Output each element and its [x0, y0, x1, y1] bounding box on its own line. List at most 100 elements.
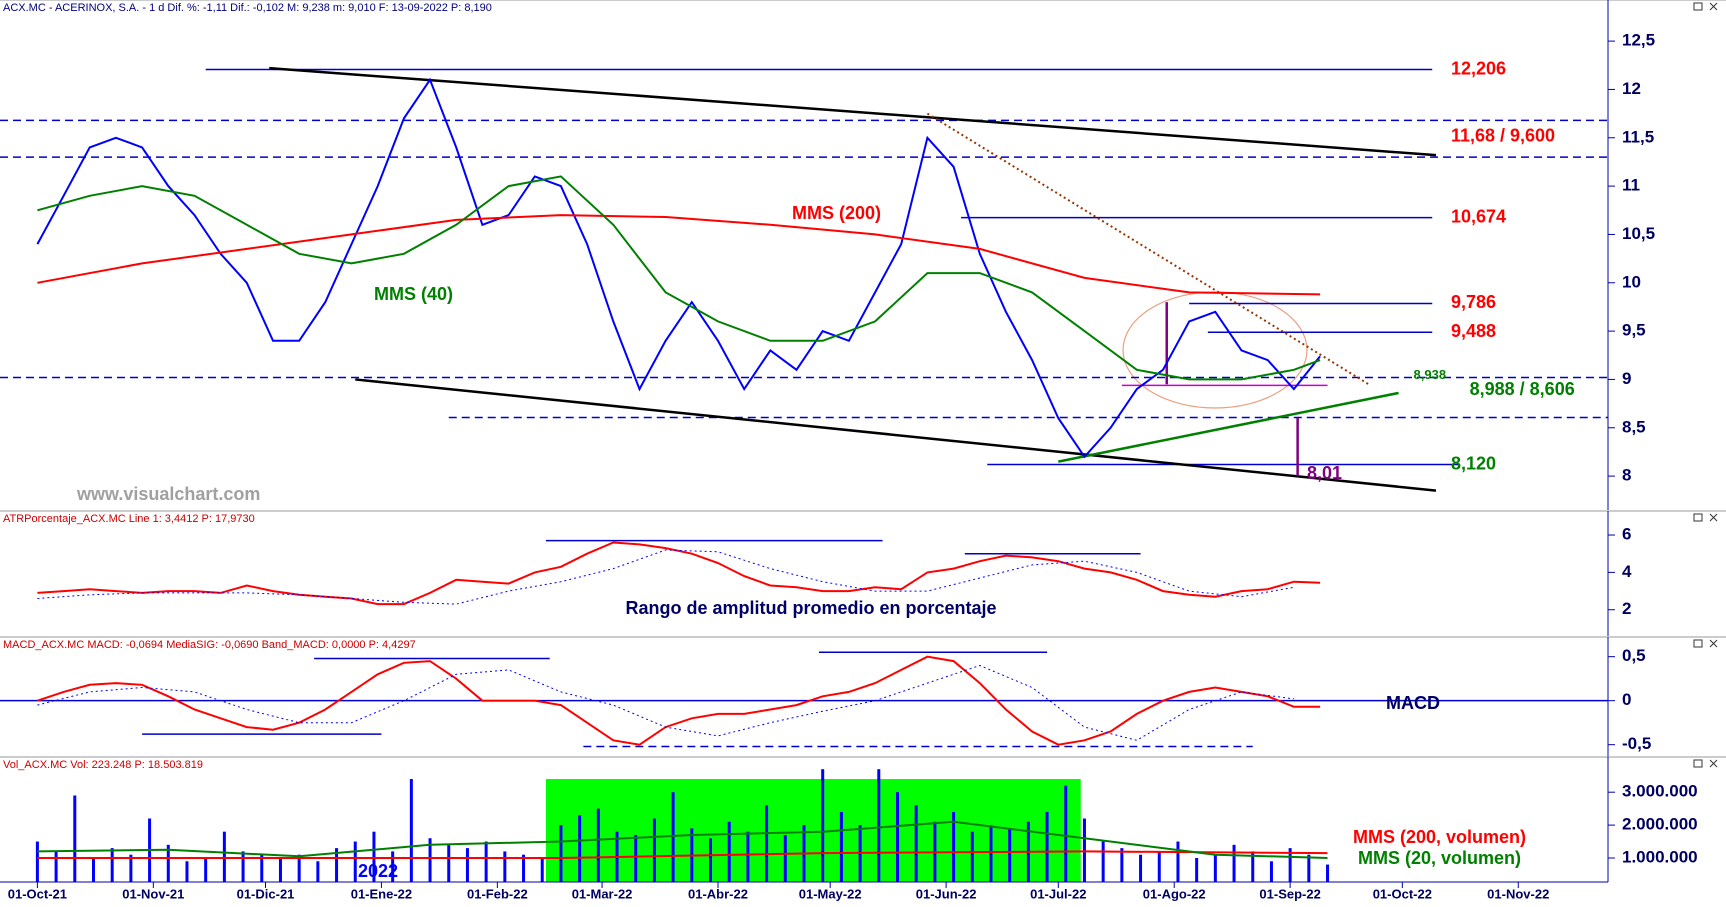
volume-bar — [1213, 854, 1217, 882]
volume-bar — [1307, 854, 1311, 882]
window-button — [1693, 639, 1703, 648]
volume-bar — [428, 838, 432, 882]
volume-bar — [91, 857, 95, 882]
y-tick-label: 2.000.000 — [1622, 815, 1698, 834]
volume-bar — [783, 834, 787, 882]
volume-bar — [1176, 841, 1180, 882]
volume-bar — [241, 851, 245, 882]
y-tick-label: 3.000.000 — [1622, 782, 1698, 801]
y-tick-label: 10,5 — [1622, 224, 1655, 243]
volume-bar — [54, 851, 58, 882]
window-button — [1709, 2, 1718, 11]
volume-bar — [166, 844, 170, 882]
volume-bar — [391, 851, 395, 882]
level-label: 8,120 — [1451, 453, 1496, 473]
y-tick-label: 9 — [1622, 369, 1631, 388]
x-tick-label: 01-Oct-22 — [1373, 886, 1432, 901]
header-bg — [0, 758, 219, 771]
volume-bar — [709, 838, 713, 882]
series-line — [37, 850, 1328, 859]
legend-entry: MMS (200, volumen) — [1353, 827, 1526, 847]
series-line — [36, 77, 1321, 459]
volume-bar — [652, 818, 656, 882]
header-bg — [0, 638, 420, 651]
volume-bar — [765, 805, 769, 882]
annotation: www.visualchart.com — [76, 484, 260, 504]
volume-bar — [746, 831, 750, 882]
header-bg — [0, 1, 583, 14]
volume-bar — [914, 805, 918, 882]
series-line — [37, 175, 1321, 381]
volume-bar — [1232, 844, 1236, 882]
series-line — [37, 664, 1294, 741]
volume-bar — [989, 825, 993, 882]
series-line — [37, 541, 1321, 606]
level-label: 11,68 / 9,600 — [1451, 126, 1555, 146]
x-tick-label: 01-Mar-22 — [572, 886, 633, 901]
volume-bar — [1195, 857, 1199, 882]
volume-bar — [634, 834, 638, 882]
y-tick-label: 11 — [1622, 176, 1640, 195]
volume-bar — [129, 854, 133, 882]
window-button — [1709, 639, 1718, 648]
volume-bar — [278, 857, 282, 882]
volume-bar — [578, 815, 582, 882]
highlight-box — [545, 779, 1081, 882]
y-tick-label: 10 — [1622, 272, 1641, 291]
x-tick-label: 01-May-22 — [799, 886, 862, 901]
volume-bar — [335, 848, 339, 882]
y-tick-label: 2 — [1622, 599, 1631, 618]
level-label: 9,488 — [1451, 321, 1496, 341]
x-tick-label: 01-Oct-21 — [8, 886, 67, 901]
volume-bar — [559, 825, 563, 882]
annotation: 2022 — [358, 861, 398, 881]
x-tick-label: 01-Ene-22 — [351, 886, 412, 901]
volume-bar — [1008, 828, 1012, 882]
y-tick-label: 6 — [1622, 525, 1631, 544]
y-tick-label: 0 — [1622, 690, 1631, 709]
window-button — [1693, 2, 1703, 11]
volume-bar — [895, 792, 899, 882]
y-tick-label: 9,5 — [1622, 321, 1646, 340]
x-tick-label: 01-Dic-21 — [237, 886, 295, 901]
window-button — [1693, 513, 1703, 522]
level-label: 9,786 — [1451, 292, 1496, 312]
volume-bar — [222, 831, 226, 882]
panel-header: MACD_ACX.MC MACD: -0,0694 MediaSIG: -0,0… — [3, 639, 416, 651]
volume-bar — [596, 808, 600, 882]
trend-line — [355, 378, 1437, 492]
panel-header: ATRPorcentaje_ACX.MC Line 1: 3,4412 P: 1… — [3, 513, 255, 525]
x-tick-label: 01-Nov-22 — [1487, 886, 1549, 901]
volume-bar — [185, 861, 189, 882]
volume-bar — [970, 831, 974, 882]
level-label: 10,674 — [1451, 206, 1506, 226]
volume-bar — [409, 779, 413, 882]
panel-header: Vol_ACX.MC Vol: 223.248 P: 18.503.819 — [3, 759, 203, 771]
annotation: MACD — [1386, 693, 1440, 713]
series-line — [37, 214, 1321, 296]
level-label: 8,938 — [1414, 367, 1447, 382]
volume-bar — [540, 857, 544, 882]
header-bg — [0, 512, 269, 525]
volume-bar — [1101, 841, 1105, 882]
y-tick-label: 12 — [1622, 79, 1641, 98]
volume-bar — [503, 851, 507, 882]
volume-bar — [447, 844, 451, 882]
y-tick-label: 12,5 — [1622, 31, 1655, 50]
y-tick-label: 8 — [1622, 466, 1631, 485]
x-tick-label: 01-Jun-22 — [916, 886, 977, 901]
volume-bar — [204, 857, 208, 882]
volume-bar — [1045, 811, 1049, 882]
window-button — [1709, 759, 1718, 768]
annotation: MMS (40) — [374, 284, 453, 304]
volume-bar — [1251, 851, 1255, 882]
volume-bar — [522, 854, 526, 882]
annotation: 8,01 — [1307, 463, 1342, 483]
volume-bar — [1082, 818, 1086, 882]
y-tick-label: 11,5 — [1622, 127, 1654, 146]
x-tick-label: 01-Ago-22 — [1143, 886, 1206, 901]
volume-bar — [484, 841, 488, 882]
volume-bar — [110, 848, 114, 882]
